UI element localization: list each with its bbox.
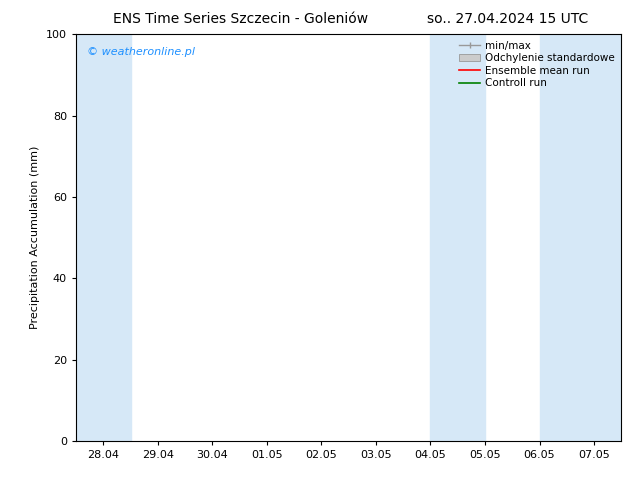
Legend: min/max, Odchylenie standardowe, Ensemble mean run, Controll run: min/max, Odchylenie standardowe, Ensembl…: [456, 37, 618, 92]
Text: © weatheronline.pl: © weatheronline.pl: [87, 47, 195, 56]
Y-axis label: Precipitation Accumulation (mm): Precipitation Accumulation (mm): [30, 146, 41, 329]
Bar: [430, 34, 485, 441]
Text: so.. 27.04.2024 15 UTC: so.. 27.04.2024 15 UTC: [427, 12, 588, 26]
Text: ENS Time Series Szczecin - Goleniów: ENS Time Series Szczecin - Goleniów: [113, 12, 368, 26]
Bar: [76, 34, 131, 441]
Bar: [540, 34, 621, 441]
